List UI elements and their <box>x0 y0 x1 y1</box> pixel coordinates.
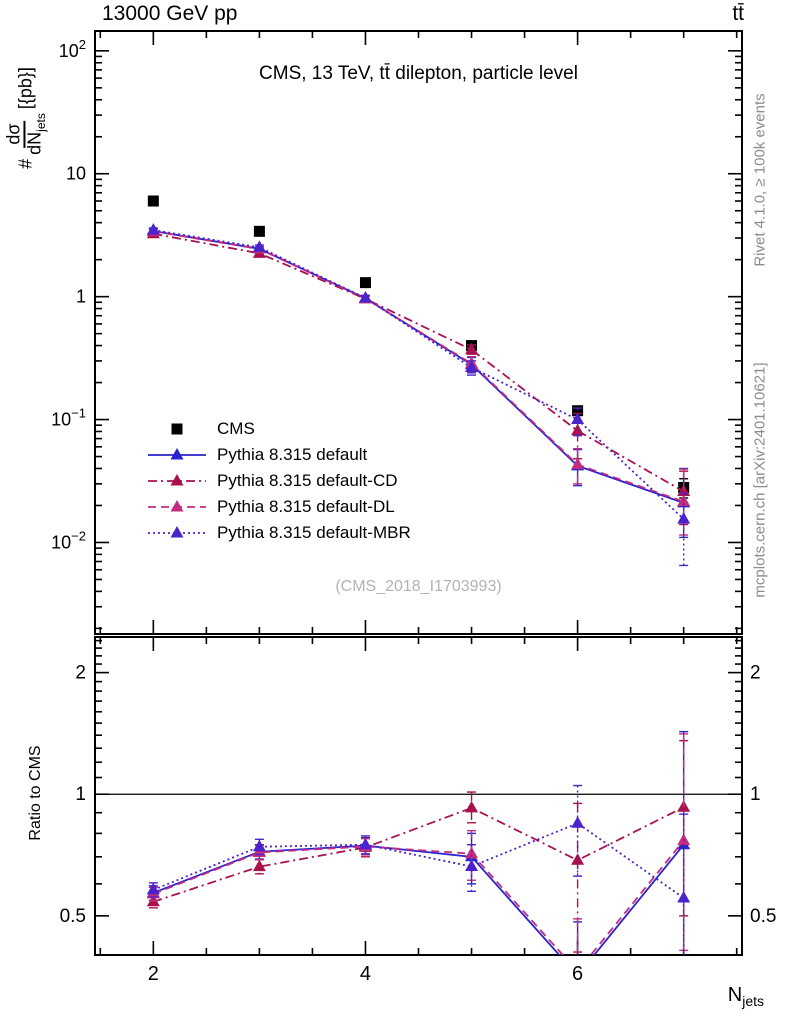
line-triangle-marker-icon <box>148 448 206 460</box>
ylabel-units: [{pb}] <box>15 67 36 110</box>
legend-label: Pythia 8.315 default-MBR <box>217 523 411 542</box>
dashdot-triangle-marker-icon <box>148 474 206 486</box>
dotted-triangle-marker-icon <box>148 526 206 538</box>
ylabel-fraction: dσ dNjets <box>3 113 48 155</box>
plot-title: CMS, 13 TeV, tt̄ dilepton, particle leve… <box>259 63 578 84</box>
legend-label: Pythia 8.315 default <box>217 445 368 464</box>
rivet-version-note: Rivet 4.1.0, ≥ 100k events <box>751 93 769 267</box>
legend-label: Pythia 8.315 default-CD <box>217 471 398 490</box>
legend-item-default-cd: Pythia 8.315 default-CD <box>146 471 411 490</box>
series-pythia-8-315-default-dl <box>146 733 691 955</box>
series-pythia-8-315-default-mbr <box>146 784 691 955</box>
legend-label: Pythia 8.315 default-DL <box>217 497 395 516</box>
cms-marker-icon <box>171 423 183 435</box>
main-y-axis-label: # dσ dNjets [{pb}] <box>3 67 48 169</box>
svg-text:10−1: 10−1 <box>51 406 86 430</box>
series-pythia-8-315-default-mbr <box>146 223 691 567</box>
process-label: tt̄ <box>732 2 744 25</box>
svg-text:102: 102 <box>59 37 86 61</box>
legend: CMS Pythia 8.315 default Pythia 8.315 de… <box>146 419 411 551</box>
svg-text:6: 6 <box>572 963 583 985</box>
svg-text:1: 1 <box>750 784 761 805</box>
legend-label: CMS <box>217 419 255 438</box>
svg-text:2: 2 <box>148 963 159 985</box>
svg-text:1: 1 <box>76 287 86 307</box>
ylabel-numerator: dσ <box>3 120 26 148</box>
mcplots-arxiv-note: mcplots.cern.ch [arXiv:2401.10621] <box>751 362 769 598</box>
legend-item-default-mbr: Pythia 8.315 default-MBR <box>146 523 411 542</box>
analysis-id-watermark: (CMS_2018_I1703993) <box>335 578 502 595</box>
axis-ticks <box>95 31 742 956</box>
legend-item-default-dl: Pythia 8.315 default-DL <box>146 497 411 516</box>
ylabel-prefix: # <box>15 158 36 169</box>
svg-text:10: 10 <box>66 164 86 184</box>
ratio-panel-frame <box>94 636 743 956</box>
ratio-y-axis-label: Ratio to CMS <box>27 745 44 841</box>
axis-tick-labels: 102 10 1 10−1 10−2 2 2 1 1 0.5 0.5 2 4 6 <box>51 37 776 985</box>
svg-text:2: 2 <box>75 663 86 684</box>
legend-item-default: Pythia 8.315 default <box>146 445 411 464</box>
ylabel-denominator: dNjets <box>24 113 48 155</box>
svg-text:0.5: 0.5 <box>750 906 776 927</box>
svg-text:10−2: 10−2 <box>51 528 86 552</box>
svg-text:1: 1 <box>75 784 86 805</box>
series-pythia-8-315-default-cd <box>146 739 691 953</box>
svg-text:2: 2 <box>750 663 761 684</box>
beam-energy-title: 13000 GeV pp <box>102 2 238 25</box>
legend-item-cms: CMS <box>146 419 411 438</box>
svg-text:4: 4 <box>360 963 371 985</box>
x-axis-label: Njets <box>727 984 764 1009</box>
svg-text:0.5: 0.5 <box>60 906 86 927</box>
dashed-triangle-marker-icon <box>148 500 206 512</box>
